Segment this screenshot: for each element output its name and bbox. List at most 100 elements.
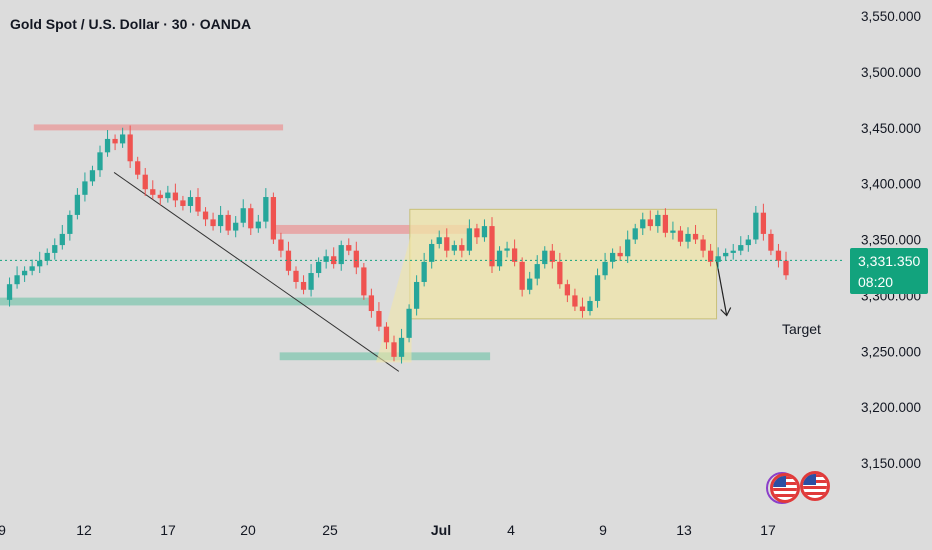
time-tick-label: 13 bbox=[676, 522, 692, 538]
candle-body bbox=[187, 197, 194, 206]
candle-body bbox=[647, 219, 653, 227]
range-box-layer bbox=[409, 208, 718, 320]
candle-body bbox=[519, 261, 525, 290]
candle-body bbox=[59, 233, 65, 246]
candle-body bbox=[677, 230, 684, 242]
candle-body bbox=[44, 252, 50, 261]
candle-body bbox=[391, 342, 397, 357]
candle-body bbox=[527, 278, 533, 290]
candle-body bbox=[270, 197, 277, 240]
candle-body bbox=[346, 245, 352, 251]
candle-body bbox=[217, 214, 224, 227]
candle-body bbox=[753, 212, 759, 240]
candle-body bbox=[640, 219, 646, 229]
candle-body bbox=[172, 192, 179, 201]
candle-body bbox=[436, 237, 442, 244]
candle-body bbox=[202, 211, 209, 220]
candle-body bbox=[670, 230, 676, 233]
candle-body bbox=[67, 214, 73, 234]
us-flag-event-icon[interactable] bbox=[770, 473, 800, 503]
time-tick-label: 12 bbox=[76, 522, 92, 538]
candle-body bbox=[89, 170, 96, 182]
candle-body bbox=[489, 226, 495, 267]
candle-body bbox=[135, 161, 141, 175]
candle-body bbox=[662, 214, 669, 233]
candle-body bbox=[783, 260, 789, 276]
candle-body bbox=[609, 252, 616, 262]
candle-body bbox=[165, 192, 171, 199]
candle-body bbox=[142, 174, 148, 190]
candle-body bbox=[74, 194, 81, 215]
support-zone[interactable] bbox=[0, 297, 372, 306]
candle-body bbox=[504, 248, 510, 251]
candle-body bbox=[511, 248, 518, 262]
candle-body bbox=[692, 233, 699, 240]
candle-body bbox=[52, 245, 58, 253]
candle-body bbox=[240, 208, 246, 223]
time-tick-label: 9 bbox=[0, 522, 6, 538]
time-tick-label: Jul bbox=[431, 522, 451, 538]
candle-body bbox=[338, 245, 344, 265]
candle-body bbox=[549, 250, 555, 262]
candle-body bbox=[233, 222, 239, 231]
time-tick-label: 9 bbox=[599, 522, 607, 538]
candle-body bbox=[700, 239, 706, 251]
candle-body bbox=[625, 239, 631, 257]
target-arrow[interactable] bbox=[715, 260, 728, 316]
drawings-layer bbox=[113, 172, 732, 372]
candle-body bbox=[444, 237, 450, 251]
price-tick-label: 3,500.000 bbox=[861, 65, 921, 80]
time-tick-label: 25 bbox=[322, 522, 338, 538]
candle-body bbox=[127, 134, 133, 162]
price-axis[interactable]: 3,150.0003,200.0003,250.0003,300.0003,35… bbox=[861, 9, 921, 471]
candle-body bbox=[768, 233, 774, 251]
target-arrowhead bbox=[720, 307, 732, 317]
candle-body bbox=[775, 250, 782, 261]
price-tick-label: 3,350.000 bbox=[861, 233, 921, 248]
us-flag-event-icon[interactable] bbox=[800, 471, 830, 501]
candle-body bbox=[331, 256, 337, 265]
last-price-tag: 3,331.350 08:20 bbox=[850, 248, 928, 294]
candle-body bbox=[459, 245, 465, 251]
candle-body bbox=[715, 256, 721, 262]
candle-body bbox=[602, 261, 608, 276]
time-tick-label: 17 bbox=[160, 522, 176, 538]
candle-body bbox=[542, 250, 548, 265]
candle-body bbox=[119, 134, 126, 144]
price-tick-label: 3,200.000 bbox=[861, 400, 921, 415]
trendline[interactable] bbox=[113, 172, 400, 372]
candle-body bbox=[353, 250, 359, 268]
resistance-zone[interactable] bbox=[33, 124, 284, 131]
candle-body bbox=[376, 311, 382, 327]
candle-body bbox=[594, 275, 601, 301]
time-axis[interactable]: 9 12 17 20 25 Jul 4 9 13 17 bbox=[0, 522, 776, 538]
candle-body bbox=[6, 284, 13, 300]
candle-body bbox=[745, 239, 751, 246]
candle-body bbox=[14, 275, 20, 285]
price-tick-label: 3,250.000 bbox=[861, 344, 921, 359]
consolidation-range-box[interactable] bbox=[409, 208, 718, 320]
candle-body bbox=[474, 228, 480, 238]
candle-body bbox=[451, 245, 457, 251]
candle-body bbox=[723, 252, 729, 257]
resistance-zone[interactable] bbox=[272, 224, 469, 234]
candle-body bbox=[557, 261, 563, 285]
candle-body bbox=[707, 250, 714, 262]
candle-body bbox=[97, 152, 103, 171]
candle-body bbox=[481, 226, 488, 238]
candle-body bbox=[760, 212, 767, 234]
candle-body bbox=[685, 233, 691, 242]
time-tick-label: 20 bbox=[240, 522, 256, 538]
candle-body bbox=[368, 295, 375, 312]
bar-countdown: 08:20 bbox=[858, 274, 894, 290]
candle-body bbox=[225, 214, 231, 231]
candle-body bbox=[572, 295, 578, 307]
candle-body bbox=[315, 261, 322, 274]
candle-body bbox=[564, 284, 571, 296]
candle-body bbox=[29, 266, 35, 271]
candle-body bbox=[632, 228, 638, 240]
candle-body bbox=[361, 267, 367, 296]
rally-highlight bbox=[376, 232, 412, 363]
